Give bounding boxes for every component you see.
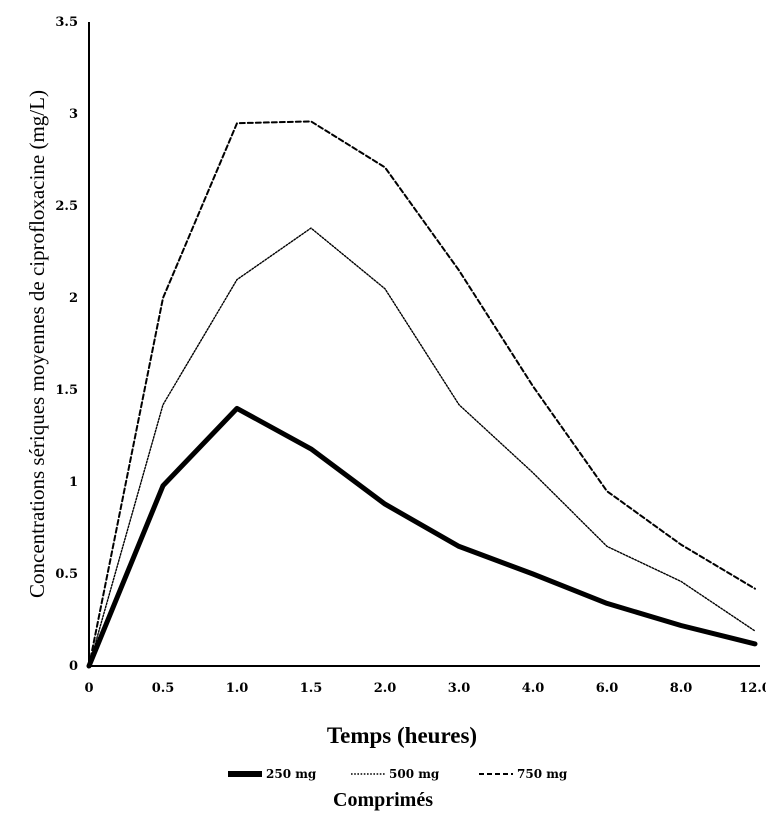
- x-tick-label: 12.0: [739, 681, 766, 696]
- x-tick-label: 8.0: [670, 681, 693, 696]
- y-tick-label: 2.5: [55, 199, 78, 214]
- legend-caption: Comprimés: [333, 789, 433, 811]
- series-line-250-mg: [86, 405, 758, 669]
- y-tick-label: 1.5: [55, 383, 78, 398]
- y-tick-label: 2: [69, 291, 78, 306]
- y-axis-label: Concentrations sériques moyennes de cipr…: [25, 90, 49, 598]
- x-tick-label: 2.0: [374, 681, 397, 696]
- y-tick-label: 3.5: [55, 15, 78, 30]
- x-tick-label: 6.0: [596, 681, 619, 696]
- x-tick-label: 0: [84, 681, 93, 696]
- x-tick-label: 1.0: [226, 681, 249, 696]
- legend: 250 mg 500 mg 750 mg: [228, 767, 568, 781]
- x-tick-label: 4.0: [522, 681, 545, 696]
- y-tick-label: 3: [69, 107, 78, 122]
- legend-label: 250 mg: [266, 767, 317, 781]
- x-tick-label: 0.5: [152, 681, 175, 696]
- x-tick-labels: 0 0.5 1.0 1.5 2.0 3.0 4.0 6.0 8.0 12.0: [84, 681, 766, 696]
- y-tick-label: 0: [69, 659, 78, 674]
- series-line-500-mg: [88, 227, 756, 667]
- y-tick-labels: 0 0.5 1 1.5 2 2.5 3 3.5: [55, 15, 78, 674]
- axes: [88, 22, 760, 667]
- x-tick-label: 1.5: [300, 681, 323, 696]
- series-lines: [86, 120, 758, 669]
- x-tick-label: 3.0: [448, 681, 471, 696]
- legend-label: 750 mg: [517, 767, 568, 781]
- series-line-750-mg: [88, 120, 756, 667]
- x-axis-label: Temps (heures): [327, 723, 477, 748]
- y-tick-label: 1: [69, 475, 78, 490]
- legend-label: 500 mg: [389, 767, 440, 781]
- y-tick-label: 0.5: [55, 567, 78, 582]
